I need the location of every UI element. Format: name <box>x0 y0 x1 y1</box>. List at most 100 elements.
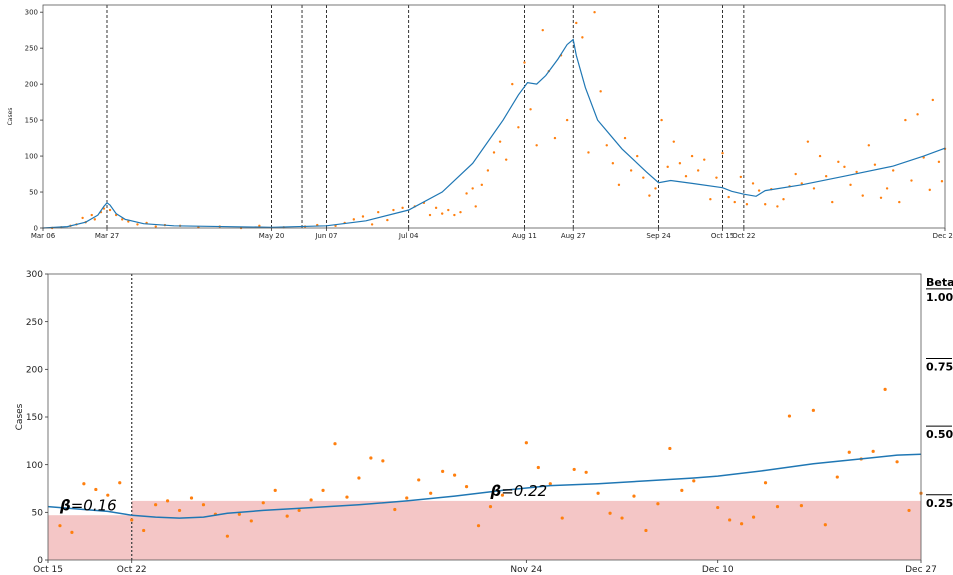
beta-bar <box>131 500 921 560</box>
case-point <box>910 179 913 182</box>
case-point <box>751 515 756 519</box>
beta-annotation: β=0.16 <box>59 496 117 514</box>
case-point <box>831 200 834 204</box>
case-point <box>492 151 496 154</box>
beta-symbol: β <box>59 496 71 514</box>
case-point <box>811 408 815 412</box>
y-tick-label: 300 <box>26 270 43 280</box>
case-point <box>593 10 596 14</box>
trend-line <box>47 453 922 519</box>
beta-tick-label: 1.00 <box>926 291 953 304</box>
case-point <box>684 175 688 178</box>
case-point <box>678 162 682 165</box>
case-point <box>127 220 130 223</box>
case-point <box>434 206 438 210</box>
case-point <box>529 108 532 111</box>
case-point <box>189 496 194 500</box>
case-point <box>891 169 895 172</box>
y-axis-label: Cases <box>15 403 25 430</box>
y-tick-label: 300 <box>25 9 38 17</box>
case-point <box>885 187 889 190</box>
case-point <box>764 203 767 206</box>
case-point <box>575 21 578 25</box>
case-point <box>536 465 540 470</box>
case-point <box>931 98 935 102</box>
case-point <box>500 493 505 497</box>
case-point <box>465 192 468 195</box>
case-point <box>118 481 122 485</box>
case-point <box>733 200 736 204</box>
y-tick-label: 150 <box>25 117 38 125</box>
case-point <box>757 189 761 192</box>
case-point <box>309 498 313 502</box>
case-point <box>428 213 432 217</box>
case-point <box>672 140 675 143</box>
y-tick-label: 200 <box>26 365 43 375</box>
case-point <box>751 182 755 185</box>
case-point <box>824 175 828 178</box>
case-point <box>504 158 508 161</box>
x-tick-label: Oct 22 <box>117 565 147 575</box>
case-point <box>541 28 544 32</box>
x-tick-label: Dec 27 <box>933 232 953 240</box>
case-point <box>740 522 744 526</box>
y-tick-label: 150 <box>26 413 43 423</box>
case-point <box>261 501 265 505</box>
case-point <box>895 460 899 464</box>
case-point <box>381 459 385 463</box>
case-point <box>548 482 552 486</box>
beta-axis-title: Beta <box>926 276 953 289</box>
case-point <box>799 504 804 508</box>
case-point <box>871 449 875 453</box>
case-point <box>401 206 404 210</box>
x-tick-label: Aug 27 <box>561 232 586 240</box>
beta-tick-label: 0.75 <box>926 360 953 373</box>
case-point <box>474 205 477 208</box>
case-point <box>511 82 514 86</box>
case-point <box>654 187 657 190</box>
case-point <box>587 151 590 154</box>
case-point <box>121 218 124 221</box>
case-point <box>108 208 112 212</box>
case-point <box>440 212 444 215</box>
x-tick-label: Jun 07 <box>314 232 337 240</box>
case-point <box>201 503 206 507</box>
case-point <box>429 491 433 495</box>
y-tick-label: 0 <box>37 556 43 566</box>
case-point <box>142 528 146 533</box>
y-tick-label: 250 <box>26 318 43 328</box>
case-point <box>524 441 528 445</box>
beta-value: =0.16 <box>71 496 117 514</box>
case-point <box>715 176 718 179</box>
case-point <box>916 113 919 116</box>
beta-annotation: β=0.22 <box>489 482 547 500</box>
case-point <box>776 205 779 208</box>
case-point <box>721 151 724 155</box>
case-point <box>392 208 395 212</box>
case-point <box>333 442 337 446</box>
case-point <box>837 160 840 164</box>
case-point <box>666 165 669 169</box>
case-point <box>453 213 456 217</box>
detail-chart: 0 50 100 150 200 250 300 Oct 15 Oct 22 Nov 24 Dec … <box>15 270 953 575</box>
case-point <box>855 170 858 174</box>
case-point <box>818 154 822 158</box>
case-point <box>352 218 356 221</box>
case-point <box>611 162 615 165</box>
case-point <box>680 488 684 493</box>
x-tick-label: Mar 06 <box>31 232 56 240</box>
case-point <box>81 216 84 220</box>
case-point <box>847 450 851 454</box>
case-point <box>572 467 576 472</box>
case-point <box>476 524 481 528</box>
case-point <box>297 508 301 513</box>
case-point <box>904 118 907 122</box>
x-tick-label: Dec 27 <box>905 565 937 575</box>
x-tick-label: Jul 04 <box>398 232 419 240</box>
case-point <box>70 530 74 534</box>
y-tick-label: 250 <box>25 45 38 53</box>
case-point <box>620 516 624 520</box>
case-point <box>94 487 98 492</box>
case-point <box>417 478 421 482</box>
